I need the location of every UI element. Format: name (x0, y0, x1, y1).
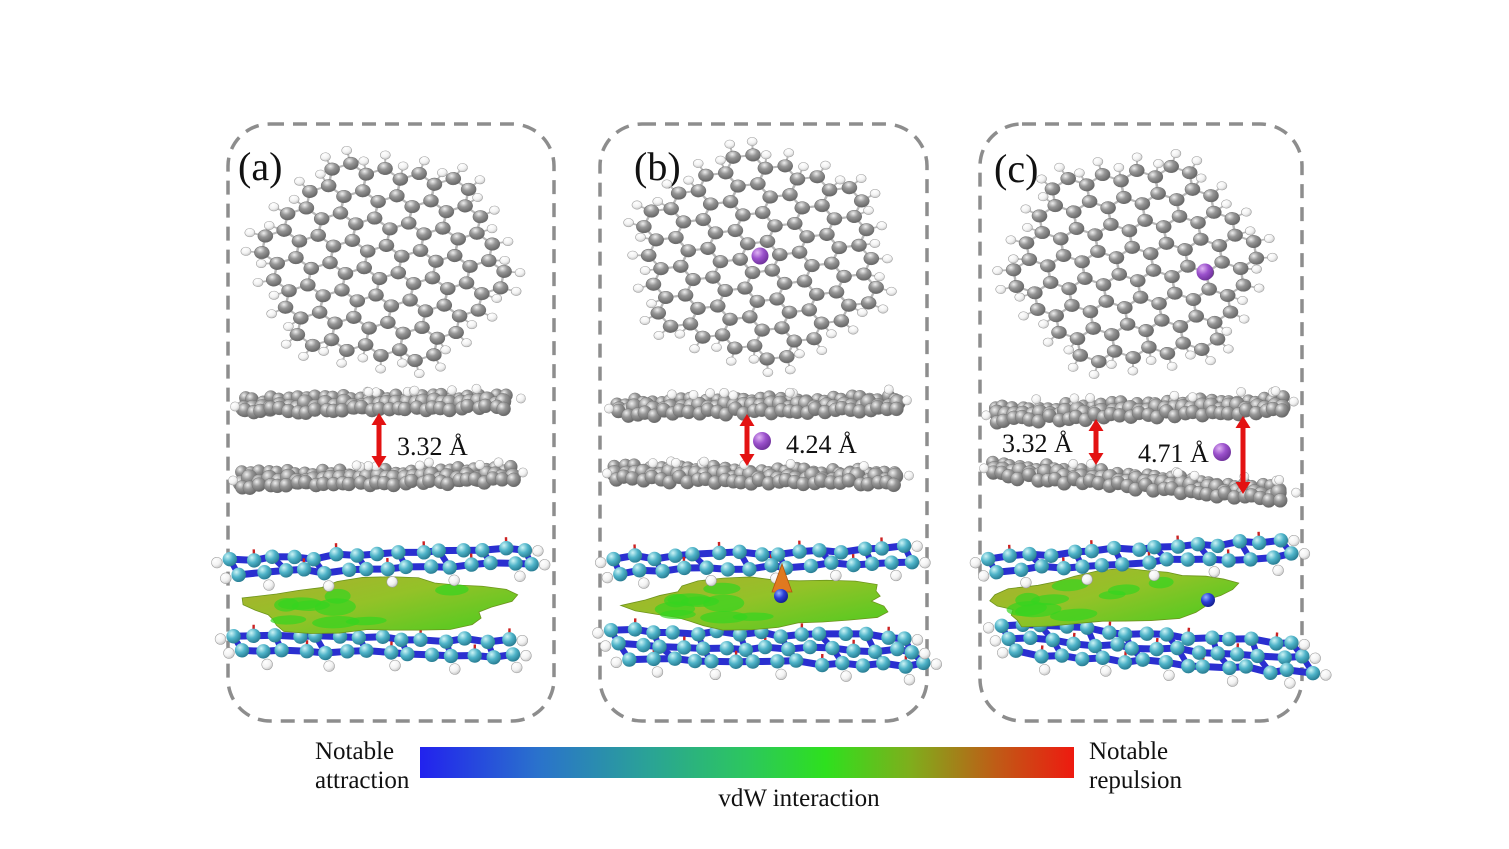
attraction-sphere (1201, 593, 1215, 607)
panel-a: (a) 3.32 Å (211, 122, 556, 723)
graphene-layer-side-view (228, 457, 528, 495)
panel-b-side-view-molecule (602, 384, 914, 493)
graphene-layer-side-view (604, 384, 912, 424)
colorbar-left-label-line1: Notable (315, 738, 394, 765)
lithium-atom (753, 432, 771, 450)
colorbar-left-label-line2: attraction (315, 767, 410, 794)
panel-b-label: (b) (634, 144, 681, 189)
graphene-flake-top-view (992, 149, 1278, 379)
distance-arrow (1088, 419, 1104, 465)
nci-layer (982, 613, 1332, 689)
panel-b-top-view-molecule (623, 137, 897, 377)
attraction-sphere (774, 589, 788, 603)
graphene-layer-side-view (981, 386, 1299, 430)
colorbar-gradient-bar (420, 747, 1074, 778)
colorbar-center-label: vdW interaction (718, 785, 880, 812)
panel-b-nci-isosurface (592, 537, 942, 686)
panel-a-dashed-border (226, 122, 556, 723)
panel-a-top-view-molecule (240, 145, 526, 379)
lithium-atom (1213, 443, 1231, 461)
panel-a-nci-isosurface (211, 537, 551, 675)
panel-c: (c) 3.32 Å 4.71 Å (969, 122, 1332, 723)
colorbar-right-label-line1: Notable (1089, 738, 1168, 765)
distance-arrow (1235, 416, 1251, 494)
colorbar-right-label-line2: repulsion (1089, 767, 1183, 794)
panel-a-label: (a) (238, 144, 282, 189)
panel-b-distance-label: 4.24 Å (786, 430, 857, 459)
panel-c-nci-isosurface (969, 531, 1332, 689)
vdw-green-isosurface (619, 576, 889, 631)
panel-c-top-view-molecule (992, 149, 1278, 379)
panel-c-label: (c) (994, 146, 1038, 191)
graphene-flake-top-view (240, 145, 526, 379)
panel-c-dashed-border (978, 122, 1304, 723)
panel-b: (b) 4.24 Å (592, 122, 942, 723)
vdw-green-isosurface (241, 576, 519, 634)
panel-a-distance-label: 3.32 Å (397, 432, 468, 461)
lithium-atom (1196, 263, 1214, 281)
distance-arrow (739, 414, 755, 466)
panel-c-distance-label-right: 4.71 Å (1138, 439, 1209, 468)
panel-a-side-view-molecule (228, 383, 528, 495)
lithium-atom (751, 247, 769, 265)
graphene-layer-side-view (979, 455, 1301, 508)
nci-layer (211, 537, 551, 592)
graphene-flake-top-view (623, 137, 897, 377)
vdw-colorbar: Notable attraction Notable repulsion vdW… (315, 738, 1183, 812)
graphene-layer-side-view (602, 456, 914, 493)
panel-b-dashed-border (598, 122, 929, 723)
vdw-green-isosurface (989, 567, 1240, 628)
panel-c-distance-label-left: 3.32 Å (1002, 429, 1073, 458)
panel-c-side-view-molecule (979, 386, 1301, 508)
distance-arrow (371, 413, 387, 468)
nci-layer (214, 624, 532, 675)
graphene-layer-side-view (230, 383, 526, 420)
nci-layer (969, 531, 1311, 589)
nci-layer (592, 618, 942, 686)
